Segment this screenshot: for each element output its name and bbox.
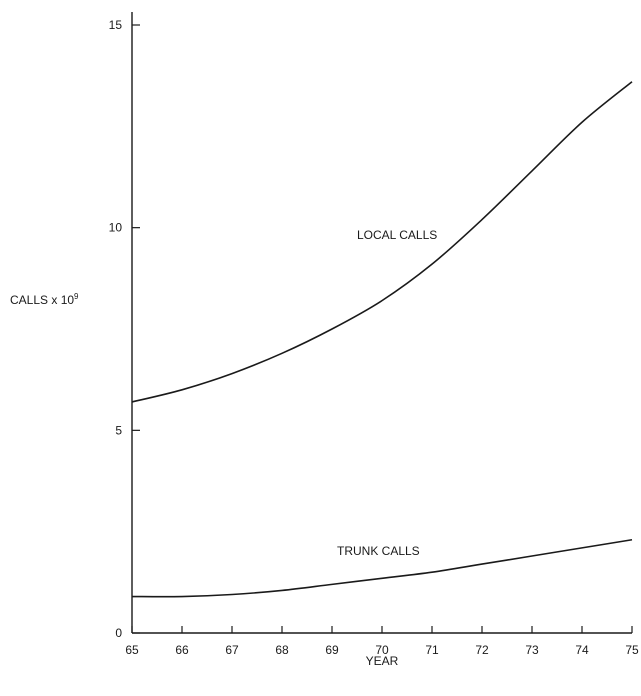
y-tick-label: 10 bbox=[109, 221, 123, 235]
y-axis-title-exponent: 9 bbox=[74, 292, 79, 301]
y-axis-ticks: 0 5 10 15 bbox=[109, 18, 140, 640]
x-tick-label: 66 bbox=[175, 643, 189, 657]
y-tick-label: 5 bbox=[115, 423, 122, 437]
x-tick-label: 73 bbox=[525, 643, 539, 657]
x-tick-label: 65 bbox=[125, 643, 139, 657]
x-tick-label: 68 bbox=[275, 643, 289, 657]
y-axis-title-main: CALLS x 10 bbox=[10, 293, 74, 307]
x-axis-title: YEAR bbox=[366, 654, 399, 668]
axes bbox=[131, 12, 632, 634]
x-tick-label: 69 bbox=[325, 643, 339, 657]
series-label-local-calls: LOCAL CALLS bbox=[357, 228, 437, 242]
series-label-trunk-calls: TRUNK CALLS bbox=[337, 544, 420, 558]
x-tick-label: 67 bbox=[225, 643, 239, 657]
y-tick-label: 0 bbox=[115, 626, 122, 640]
x-tick-label: 72 bbox=[475, 643, 489, 657]
x-tick-label: 75 bbox=[625, 643, 639, 657]
y-tick-label: 15 bbox=[109, 18, 123, 32]
x-tick-label: 71 bbox=[425, 643, 439, 657]
y-axis-title: CALLS x 109 bbox=[10, 292, 79, 307]
x-tick-label: 70 bbox=[375, 643, 389, 657]
series-line-trunk-calls bbox=[131, 538, 633, 598]
x-axis-ticks: 65 66 67 68 69 70 71 72 73 74 75 bbox=[125, 626, 639, 657]
x-tick-label: 74 bbox=[575, 643, 589, 657]
series-group bbox=[131, 81, 633, 598]
series-line-local-calls bbox=[131, 81, 633, 403]
